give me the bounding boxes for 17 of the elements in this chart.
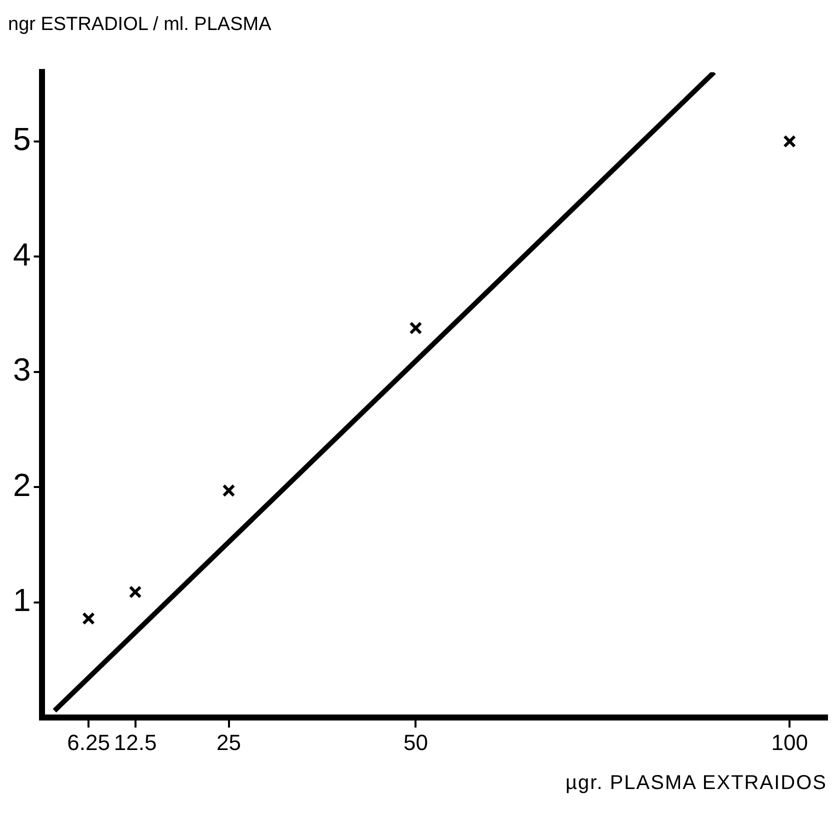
y-tick-label: 1 bbox=[13, 582, 31, 618]
point bbox=[783, 134, 796, 148]
x-tick-label: 50 bbox=[403, 730, 428, 755]
x-tick-label: 25 bbox=[216, 730, 241, 755]
point bbox=[409, 322, 422, 335]
y-tick-label: 4 bbox=[13, 236, 31, 272]
x-tick-label: 12.5 bbox=[114, 730, 157, 755]
x-tick-label: 6.25 bbox=[67, 730, 110, 755]
point bbox=[82, 612, 95, 625]
point bbox=[222, 484, 236, 498]
y-axis-title: ngr ESTRADIOL / ml. PLASMA bbox=[8, 14, 272, 36]
x-axis-title: µgr. PLASMA EXTRAIDOS bbox=[566, 772, 827, 795]
x-tick-label: 100 bbox=[771, 730, 808, 755]
y-tick-label: 2 bbox=[13, 466, 31, 503]
point bbox=[128, 586, 142, 598]
y-tick-label: 3 bbox=[13, 352, 31, 388]
y-tick-label: 5 bbox=[13, 121, 31, 158]
